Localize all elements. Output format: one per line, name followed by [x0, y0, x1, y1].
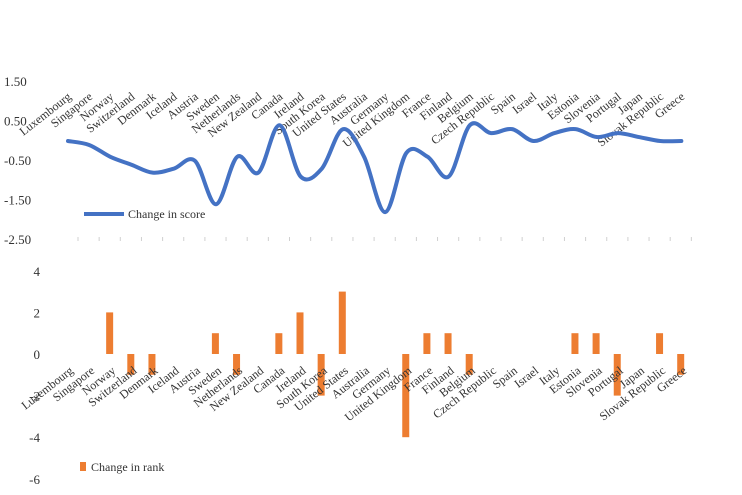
- bar-slovak-republic: [677, 354, 685, 375]
- bar-south-korea: [338, 291, 346, 354]
- bar-united-kingdom: [423, 333, 431, 354]
- y-tick-label: 1.50: [4, 74, 27, 89]
- legend-swatch-change-in-rank: [80, 462, 86, 471]
- legend-label-change-in-score: Change in score: [128, 207, 205, 221]
- bar-sweden: [233, 354, 241, 375]
- bar-switzerland: [148, 354, 156, 375]
- bar-slovenia: [613, 354, 621, 396]
- legend-label-change-in-rank: Change in rank: [91, 460, 164, 474]
- y-tick-label: -0.50: [4, 153, 31, 168]
- y-tick-label: -4: [29, 430, 40, 445]
- bar-norway: [127, 354, 135, 375]
- bar-canada: [296, 312, 304, 354]
- y-tick-label: 0.50: [4, 113, 27, 128]
- y-tick-label: 0: [34, 347, 41, 362]
- y-tick-label: -1.50: [4, 192, 31, 207]
- series-line-change-in-score: [66, 121, 684, 215]
- bar-germany: [402, 354, 410, 438]
- bar-austria: [211, 333, 219, 354]
- y-tick-label: 4: [34, 264, 41, 279]
- y-tick-label: -2.50: [4, 232, 31, 247]
- bar-estonia: [592, 333, 600, 354]
- bar-italy: [571, 333, 579, 354]
- bar-france: [444, 333, 452, 354]
- bar-japan: [656, 333, 664, 354]
- y-tick-label: -2: [29, 389, 40, 404]
- score-change-line-chart: 1.500.50-0.50-1.50-2.50LuxembourgSingapo…: [4, 74, 687, 247]
- bar-ireland: [317, 354, 325, 396]
- bar-finland: [465, 354, 473, 375]
- bar-new-zealand: [275, 333, 283, 354]
- y-tick-label: -6: [29, 472, 40, 487]
- y-tick-label: 2: [34, 305, 41, 320]
- bar-singapore: [106, 312, 114, 354]
- rank-change-bar-chart: 420-2-4-6LuxembourgSingaporeNorwaySwitze…: [19, 237, 692, 487]
